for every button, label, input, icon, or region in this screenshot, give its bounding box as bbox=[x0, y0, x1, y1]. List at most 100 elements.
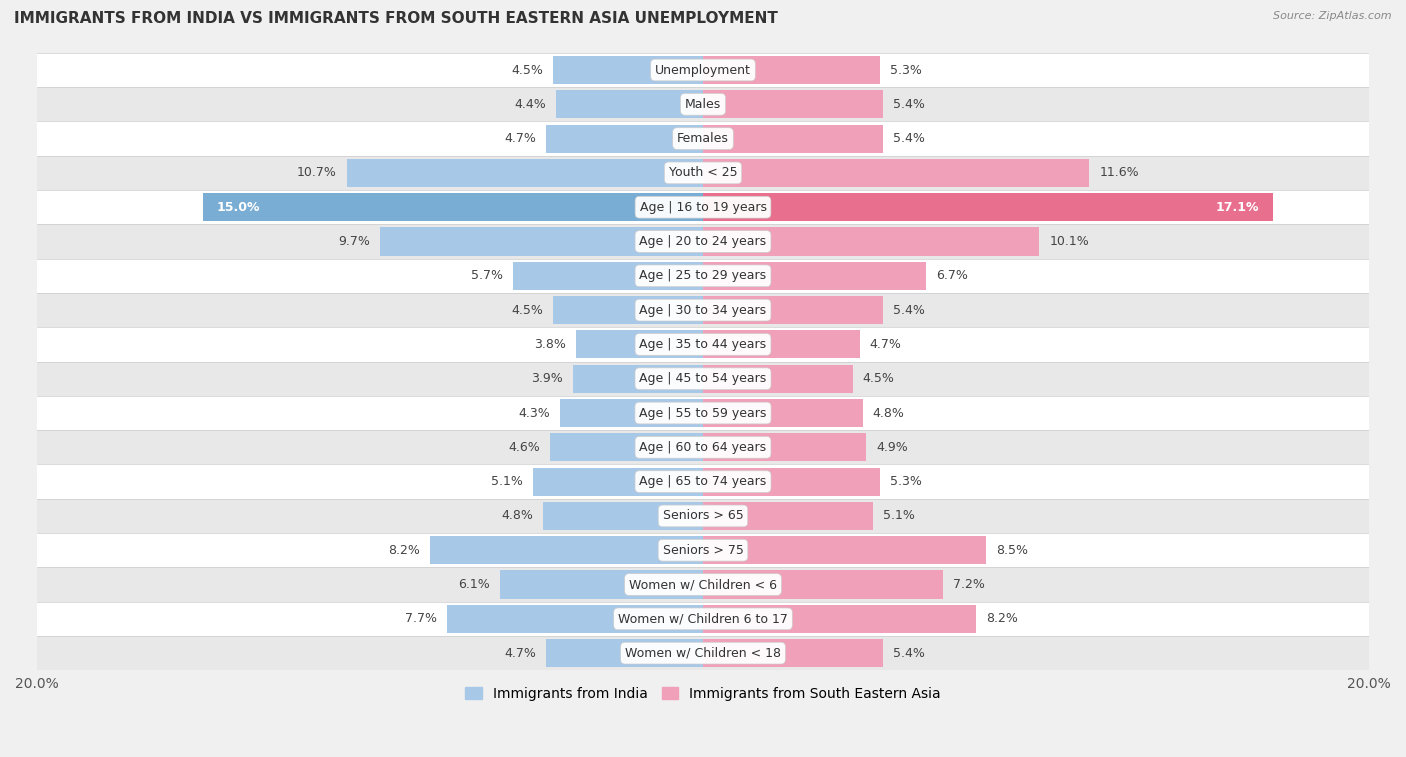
Bar bbox=[574, 365, 703, 393]
Text: 4.5%: 4.5% bbox=[863, 372, 894, 385]
Text: Women w/ Children < 6: Women w/ Children < 6 bbox=[628, 578, 778, 591]
Text: 5.3%: 5.3% bbox=[890, 475, 921, 488]
Text: Seniors > 65: Seniors > 65 bbox=[662, 509, 744, 522]
Text: 9.7%: 9.7% bbox=[337, 235, 370, 248]
Text: IMMIGRANTS FROM INDIA VS IMMIGRANTS FROM SOUTH EASTERN ASIA UNEMPLOYMENT: IMMIGRANTS FROM INDIA VS IMMIGRANTS FROM… bbox=[14, 11, 778, 26]
Text: Age | 20 to 24 years: Age | 20 to 24 years bbox=[640, 235, 766, 248]
Text: Women w/ Children < 18: Women w/ Children < 18 bbox=[626, 646, 780, 659]
Bar bbox=[557, 90, 703, 118]
Legend: Immigrants from India, Immigrants from South Eastern Asia: Immigrants from India, Immigrants from S… bbox=[460, 681, 946, 706]
Text: Age | 30 to 34 years: Age | 30 to 34 years bbox=[640, 304, 766, 316]
Text: 15.0%: 15.0% bbox=[217, 201, 260, 213]
Text: 7.7%: 7.7% bbox=[405, 612, 436, 625]
Text: 5.7%: 5.7% bbox=[471, 269, 503, 282]
Text: 3.8%: 3.8% bbox=[534, 338, 567, 351]
Text: 5.1%: 5.1% bbox=[883, 509, 915, 522]
Text: 5.4%: 5.4% bbox=[893, 98, 925, 111]
Bar bbox=[703, 605, 976, 633]
Bar bbox=[703, 330, 859, 359]
Text: 4.4%: 4.4% bbox=[515, 98, 547, 111]
Bar bbox=[703, 571, 943, 599]
Text: 4.6%: 4.6% bbox=[508, 441, 540, 454]
Bar bbox=[37, 499, 1369, 533]
Text: 7.2%: 7.2% bbox=[953, 578, 984, 591]
Text: Unemployment: Unemployment bbox=[655, 64, 751, 76]
Bar bbox=[576, 330, 703, 359]
Bar bbox=[37, 259, 1369, 293]
Bar bbox=[703, 639, 883, 667]
Text: 11.6%: 11.6% bbox=[1099, 167, 1139, 179]
Bar bbox=[703, 365, 853, 393]
Text: Females: Females bbox=[678, 132, 728, 145]
Bar bbox=[37, 465, 1369, 499]
Text: Age | 55 to 59 years: Age | 55 to 59 years bbox=[640, 407, 766, 419]
Text: 4.7%: 4.7% bbox=[869, 338, 901, 351]
Bar bbox=[204, 193, 703, 221]
Bar bbox=[553, 56, 703, 84]
Text: 4.8%: 4.8% bbox=[502, 509, 533, 522]
Text: Age | 35 to 44 years: Age | 35 to 44 years bbox=[640, 338, 766, 351]
Text: 5.4%: 5.4% bbox=[893, 132, 925, 145]
Bar bbox=[703, 433, 866, 461]
Text: Age | 45 to 54 years: Age | 45 to 54 years bbox=[640, 372, 766, 385]
Text: Males: Males bbox=[685, 98, 721, 111]
Bar bbox=[703, 468, 880, 496]
Bar bbox=[703, 502, 873, 530]
Bar bbox=[380, 227, 703, 256]
Text: Age | 16 to 19 years: Age | 16 to 19 years bbox=[640, 201, 766, 213]
Text: Age | 65 to 74 years: Age | 65 to 74 years bbox=[640, 475, 766, 488]
Text: 4.8%: 4.8% bbox=[873, 407, 904, 419]
Bar bbox=[37, 121, 1369, 156]
Bar bbox=[513, 262, 703, 290]
Bar bbox=[37, 87, 1369, 121]
Bar bbox=[703, 56, 880, 84]
Text: 4.7%: 4.7% bbox=[505, 646, 537, 659]
Bar bbox=[703, 159, 1090, 187]
Text: 10.1%: 10.1% bbox=[1049, 235, 1090, 248]
Bar bbox=[499, 571, 703, 599]
Text: 4.5%: 4.5% bbox=[512, 64, 543, 76]
Bar bbox=[553, 296, 703, 324]
Text: 8.2%: 8.2% bbox=[986, 612, 1018, 625]
Text: 4.9%: 4.9% bbox=[876, 441, 908, 454]
Text: 5.4%: 5.4% bbox=[893, 646, 925, 659]
Text: 5.4%: 5.4% bbox=[893, 304, 925, 316]
Text: 4.7%: 4.7% bbox=[505, 132, 537, 145]
Bar bbox=[543, 502, 703, 530]
Text: 8.2%: 8.2% bbox=[388, 544, 420, 556]
Text: Youth < 25: Youth < 25 bbox=[669, 167, 737, 179]
Text: 6.7%: 6.7% bbox=[936, 269, 967, 282]
Bar bbox=[703, 399, 863, 427]
Bar bbox=[37, 636, 1369, 670]
Bar bbox=[447, 605, 703, 633]
Text: 17.1%: 17.1% bbox=[1216, 201, 1260, 213]
Bar bbox=[547, 639, 703, 667]
Bar bbox=[703, 193, 1272, 221]
Bar bbox=[703, 536, 986, 564]
Bar bbox=[37, 224, 1369, 259]
Text: Seniors > 75: Seniors > 75 bbox=[662, 544, 744, 556]
Bar bbox=[703, 227, 1039, 256]
Bar bbox=[560, 399, 703, 427]
Bar bbox=[37, 602, 1369, 636]
Bar bbox=[37, 190, 1369, 224]
Bar bbox=[37, 156, 1369, 190]
Bar bbox=[37, 396, 1369, 430]
Text: 3.9%: 3.9% bbox=[531, 372, 564, 385]
Bar bbox=[37, 430, 1369, 465]
Bar bbox=[37, 362, 1369, 396]
Bar bbox=[37, 568, 1369, 602]
Bar bbox=[37, 533, 1369, 568]
Bar bbox=[347, 159, 703, 187]
Text: 6.1%: 6.1% bbox=[458, 578, 489, 591]
Bar bbox=[430, 536, 703, 564]
Bar bbox=[703, 262, 927, 290]
Text: 5.3%: 5.3% bbox=[890, 64, 921, 76]
Text: Source: ZipAtlas.com: Source: ZipAtlas.com bbox=[1274, 11, 1392, 21]
Bar bbox=[547, 125, 703, 153]
Bar bbox=[703, 296, 883, 324]
Text: Age | 25 to 29 years: Age | 25 to 29 years bbox=[640, 269, 766, 282]
Text: 4.5%: 4.5% bbox=[512, 304, 543, 316]
Text: Women w/ Children 6 to 17: Women w/ Children 6 to 17 bbox=[619, 612, 787, 625]
Text: 5.1%: 5.1% bbox=[491, 475, 523, 488]
